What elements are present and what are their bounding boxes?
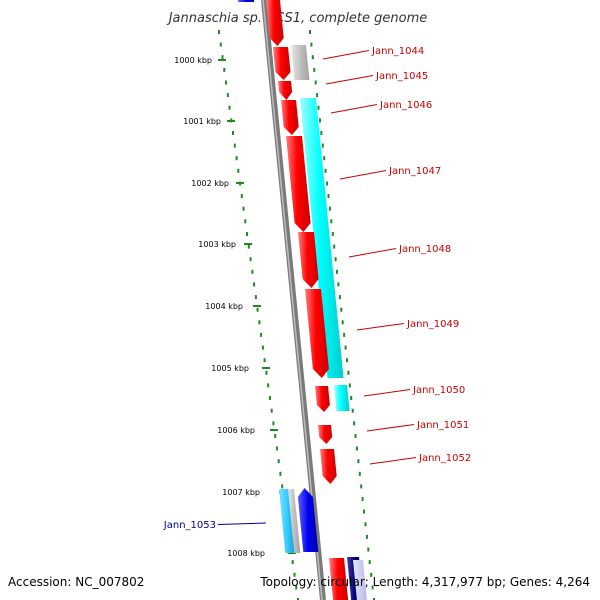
gene-leader-line — [356, 323, 405, 331]
gene-label-jann-1052[interactable]: Jann_1052 — [418, 453, 471, 464]
tick-mark — [236, 182, 244, 184]
topology-text: Topology: circular; Length: 4,317,977 bp… — [259, 575, 590, 589]
gene-arrows — [238, 0, 367, 600]
gene-labels: Jann_1044 Jann_1045 Jann_1046 Jann_1047 Jann… — [163, 46, 471, 531]
tick-mark — [218, 59, 226, 61]
gene-arrow-jann-1050 — [315, 386, 330, 412]
gene-overlay-cyan-1050 — [334, 385, 350, 411]
gene-label-jann-1051[interactable]: Jann_1051 — [416, 420, 469, 431]
tick-label: 1006 kbp — [217, 426, 255, 435]
gene-leader-line — [217, 522, 267, 525]
gene-arrow-jann-1053 — [297, 488, 319, 552]
gene-label-jann-1049[interactable]: Jann_1049 — [406, 319, 459, 330]
tick-label: 1004 kbp — [205, 302, 243, 311]
gene-label-jann-1045[interactable]: Jann_1045 — [375, 71, 428, 82]
tick-label: 1000 kbp — [174, 56, 212, 65]
gene-label-jann-1048[interactable]: Jann_1048 — [398, 244, 451, 255]
gene-arrow-jann-1046 — [281, 100, 299, 135]
gene-label-jann-1050[interactable]: Jann_1050 — [412, 385, 465, 396]
gene-overlay-cyan-1046-1049 — [300, 98, 344, 378]
gene-leader-line — [325, 75, 374, 85]
gene-overlay-partial-bottom-lav — [353, 560, 367, 600]
gene-label-jann-1047[interactable]: Jann_1047 — [388, 166, 441, 177]
tick-mark — [253, 305, 261, 307]
gene-label-jann-1044[interactable]: Jann_1044 — [371, 46, 424, 57]
gene-arrow-jann-1048 — [298, 232, 319, 288]
tick-mark — [270, 429, 278, 431]
gene-leader-line — [339, 170, 387, 180]
tick-label: 1005 kbp — [211, 364, 249, 373]
gene-label-jann-1053[interactable]: Jann_1053 — [163, 520, 216, 531]
gene-overlay-ltblue-1053 — [279, 489, 296, 553]
gene-leader-line — [330, 104, 378, 114]
gene-arrow-partial-top-red — [266, 0, 284, 46]
tick-mark — [244, 243, 252, 245]
gene-arrow-jann-1052 — [320, 449, 337, 484]
gene-leader-line — [348, 248, 397, 258]
gene-label-jann-1046[interactable]: Jann_1046 — [379, 100, 432, 111]
gene-overlay-gray-1053 — [288, 489, 301, 553]
gene-arrow-jann-1045 — [278, 81, 293, 100]
gene-leader-line — [322, 50, 370, 60]
gene-arrow-jann-1049 — [305, 289, 329, 378]
gene-arrow-jann-1051 — [318, 425, 333, 444]
gene-overlay-gray-1044 — [291, 45, 310, 80]
tick-label: 1002 kbp — [191, 179, 229, 188]
tick-mark — [262, 367, 270, 369]
axis-ticks: 1000 kbp 1001 kbp 1002 kbp 1003 kbp 1004 kbp… — [174, 56, 296, 558]
right-dot-line — [309, 30, 375, 600]
accession-text: Accession: NC_007802 — [8, 575, 144, 589]
map-title: Jannaschia sp. CCS1, complete genome — [166, 11, 428, 26]
tick-label: 1001 kbp — [183, 117, 221, 126]
tick-mark — [227, 120, 235, 122]
gene-arrow-partial-top-blue — [238, 0, 255, 2]
gene-arrow-partial-bottom-red — [329, 558, 349, 600]
gene-arrow-jann-1047 — [286, 136, 311, 232]
gene-arrow-jann-1044 — [273, 47, 291, 80]
gene-leader-line — [366, 424, 415, 432]
tick-label: 1007 kbp — [222, 488, 260, 497]
gene-leader-line — [363, 389, 411, 397]
tick-label: 1008 kbp — [227, 549, 265, 558]
tick-label: 1003 kbp — [198, 240, 236, 249]
gene-leader-line — [369, 457, 417, 465]
